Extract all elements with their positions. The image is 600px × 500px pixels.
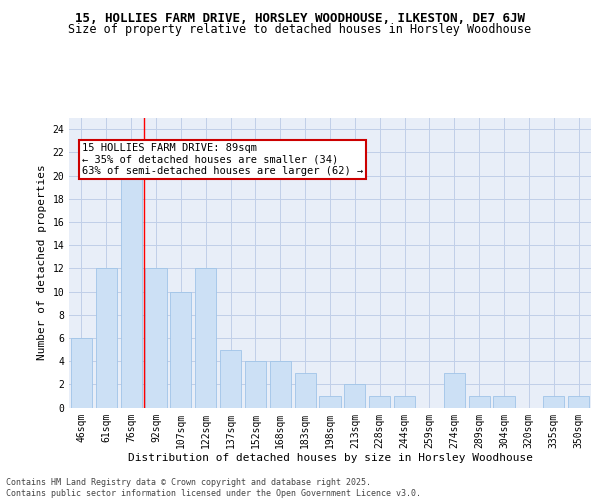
Text: Contains HM Land Registry data © Crown copyright and database right 2025.
Contai: Contains HM Land Registry data © Crown c… (6, 478, 421, 498)
Bar (295, 372, 316, 408)
Bar (469, 396, 490, 407)
Bar (394, 396, 415, 407)
Text: 15, HOLLIES FARM DRIVE, HORSLEY WOODHOUSE, ILKESTON, DE7 6JW: 15, HOLLIES FARM DRIVE, HORSLEY WOODHOUS… (75, 12, 525, 26)
X-axis label: Distribution of detached houses by size in Horsley Woodhouse: Distribution of detached houses by size … (128, 453, 533, 463)
Bar (96, 268, 117, 407)
Text: 15 HOLLIES FARM DRIVE: 89sqm
← 35% of detached houses are smaller (34)
63% of se: 15 HOLLIES FARM DRIVE: 89sqm ← 35% of de… (82, 143, 363, 176)
Bar (568, 396, 589, 407)
Bar (245, 361, 266, 408)
Bar (493, 396, 515, 407)
Y-axis label: Number of detached properties: Number of detached properties (37, 164, 47, 360)
Bar (71, 338, 92, 407)
Bar (195, 268, 216, 407)
Bar (121, 176, 142, 408)
Bar (270, 361, 291, 408)
Bar (319, 396, 341, 407)
Bar (170, 292, 191, 408)
Bar (344, 384, 365, 407)
Bar (145, 268, 167, 407)
Bar (220, 350, 241, 408)
Bar (369, 396, 390, 407)
Bar (444, 372, 465, 408)
Bar (543, 396, 564, 407)
Text: Size of property relative to detached houses in Horsley Woodhouse: Size of property relative to detached ho… (68, 22, 532, 36)
